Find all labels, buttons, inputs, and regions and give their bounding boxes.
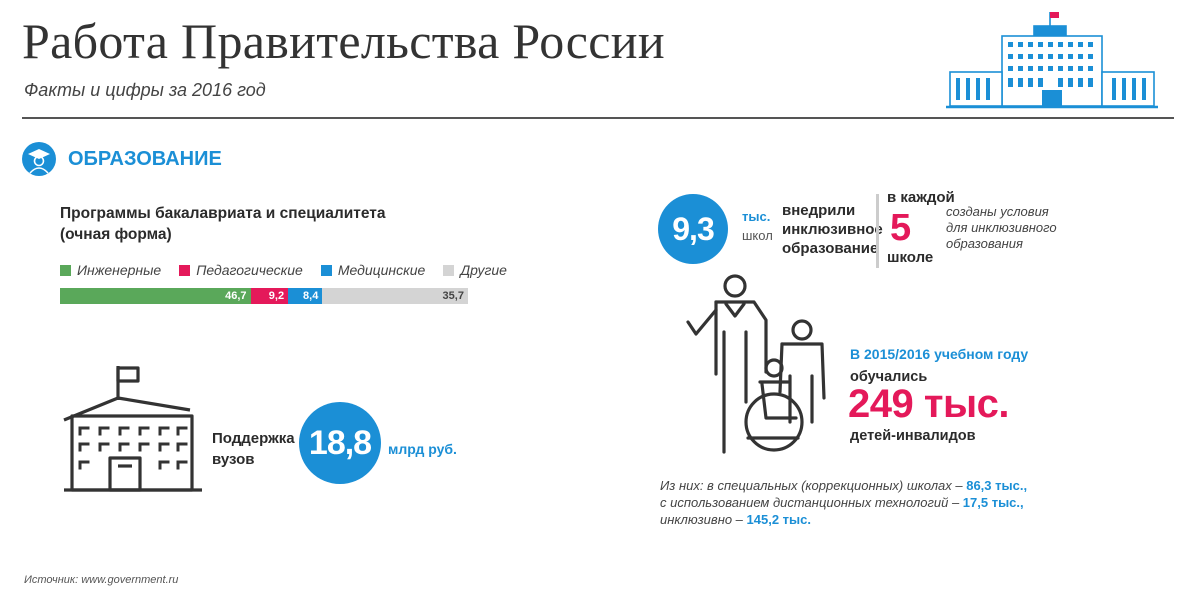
legend-swatch-other [443,264,455,276]
university-support-label: Поддержка вузов [212,428,295,470]
inclusive-conditions-text: созданы условия для инклюзивного образов… [946,204,1057,252]
bar-segment-medical: 8,4 [288,288,323,304]
legend-label-medical: Медицинские [337,262,426,278]
conditions-line2: для инклюзивного [946,220,1057,235]
schools-value-word: школ [742,228,773,243]
legend-label-pedagogical: Педагогические [196,262,303,278]
bar-segment-pedagogical: 9,2 [250,288,289,304]
programs-title: Программы бакалавриата и специалитета (о… [60,203,386,245]
inclusive-adopted-text: внедрили инклюзивное образование [782,201,883,258]
legend-swatch-medical [320,264,332,276]
breakdown-line2: с использованием дистанционных технологи… [660,494,1027,511]
inclusive-text-line2: инклюзивное [782,221,883,238]
students-breakdown: Из них: в специальных (коррекционных) шк… [660,477,1027,528]
government-building-icon [946,12,1158,109]
breakdown-line2-value: 17,5 тыс., [962,495,1024,510]
disabled-children-count: 249 тыс. [848,382,1009,426]
breakdown-line1-value: 86,3 тыс., [966,478,1028,493]
support-value-unit: млрд руб. [388,441,457,457]
section-title: ОБРАЗОВАНИЕ [68,148,222,170]
legend-label-other: Другие [460,262,507,278]
graduate-icon [22,142,56,176]
studied-label: обучались [850,369,928,385]
page-subtitle: Факты и цифры за 2016 год [24,80,266,100]
legend-item-medical: Медицинские [320,262,426,278]
breakdown-line1: Из них: в специальных (коррекционных) шк… [660,477,1027,494]
breakdown-line3-text: инклюзивно – [660,512,747,527]
legend-item-engineering: Инженерные [60,262,161,278]
header-divider [22,117,1174,119]
breakdown-line2-text: с использованием дистанционных технологи… [660,495,963,510]
university-icon [63,366,202,492]
schools-value-unit: тыс. [742,209,771,224]
each-school-number: 5 [890,207,912,249]
inclusive-divider [876,194,879,268]
breakdown-line3-value: 145,2 тыс. [746,512,811,527]
programs-title-line2: (очная форма) [60,226,172,243]
people-with-wheelchair-icon [686,274,826,454]
programs-legend: Инженерные Педагогические Медицинские Др… [60,262,525,278]
support-label-line1: Поддержка [212,430,295,447]
support-label-line2: вузов [212,451,255,468]
each-school-label: в каждой [887,189,955,206]
schools-value-circle: 9,3 [658,194,728,264]
breakdown-line1-text: Из них: в специальных (коррекционных) шк… [660,478,967,493]
disabled-children-label: детей-инвалидов [850,428,976,444]
programs-stacked-bar: 46,7 9,2 8,4 35,7 [60,288,468,304]
legend-swatch-engineering [60,264,71,276]
bar-segment-engineering: 46,7 [60,288,251,304]
conditions-line1: созданы условия [946,204,1049,219]
inclusive-text-line1: внедрили [782,202,856,219]
page-title: Работа Правительства России [22,13,665,69]
inclusive-text-line3: образование [782,240,879,257]
school-year-label: В 2015/2016 учебном году [850,346,1029,362]
source-note: Источник: www.government.ru [24,574,179,586]
legend-item-other: Другие [443,262,507,278]
conditions-line3: образования [946,236,1023,251]
each-school-word: школе [887,249,934,266]
programs-title-line1: Программы бакалавриата и специалитета [60,205,386,222]
legend-item-pedagogical: Педагогические [179,262,303,278]
support-value-circle: 18,8 [299,402,381,484]
legend-label-engineering: Инженерные [77,262,162,278]
bar-segment-other: 35,7 [322,288,468,304]
breakdown-line3: инклюзивно – 145,2 тыс. [660,511,1027,528]
legend-swatch-pedagogical [179,264,191,276]
